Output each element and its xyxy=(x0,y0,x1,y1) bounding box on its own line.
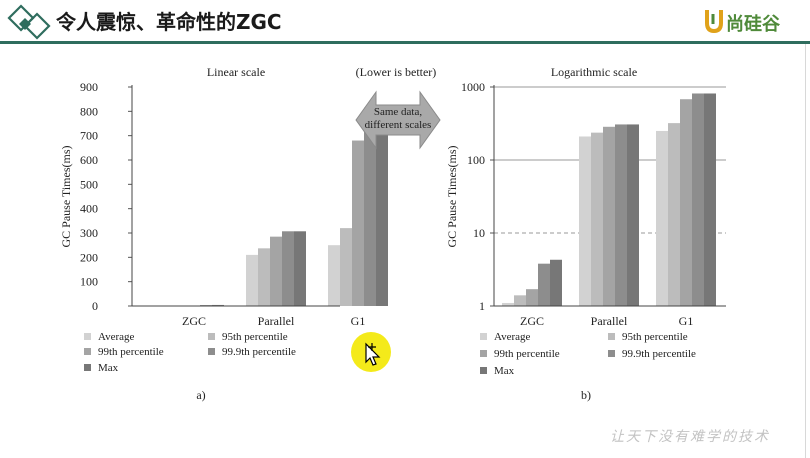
chart-2-bar-zgc-5 xyxy=(550,259,562,306)
chart-1-bar-g1-4 xyxy=(364,107,376,306)
chart-1-legend-label: 95th percentile xyxy=(222,331,288,343)
chart-1-y-tick-label: 600 xyxy=(80,153,98,167)
header-rule xyxy=(0,41,810,44)
chart-2-bar-zgc-1 xyxy=(502,302,514,306)
chart-2-bar-parallel-5 xyxy=(627,124,639,306)
chart-1-bar-parallel-2 xyxy=(258,248,270,306)
chart-2-bar-zgc-2 xyxy=(514,295,526,306)
chart-1-bar-g1-3 xyxy=(352,140,364,306)
chart-2-bar-parallel-2 xyxy=(591,132,603,306)
chart-2-y-tick-label: 10 xyxy=(473,226,485,240)
chart-1-y-axis-label: GC Pause Times(ms) xyxy=(59,145,73,247)
chart-1-x-tick-label: Parallel xyxy=(258,314,295,328)
chart-1-legend-label: Average xyxy=(98,331,135,343)
chart-2-legend-swatch xyxy=(480,350,487,357)
figure-svg: Linear scale GC Pause Times(ms) 0 100 200 300… xyxy=(59,65,726,402)
chart-1-y-tick-label: 300 xyxy=(80,226,98,240)
chart-1-bar-parallel-4 xyxy=(282,231,294,306)
chart-2-panel-label: b) xyxy=(581,388,591,402)
chart-2-x-tick-label: Parallel xyxy=(591,314,628,328)
chart-1-x-tick-label: G1 xyxy=(351,314,366,328)
move-cursor-icon xyxy=(365,342,381,366)
chart-1-x-tick-label: ZGC xyxy=(182,314,206,328)
chart-2-legend-swatch xyxy=(608,333,615,340)
chart-2-bar-zgc-3 xyxy=(526,289,538,306)
logo-text: 尚硅谷 xyxy=(726,14,780,35)
chart-2-legend-label: 95th percentile xyxy=(622,331,688,343)
chart-2-legend-label: Average xyxy=(494,331,531,343)
chart-2-y-axis-label: GC Pause Times(ms) xyxy=(445,145,459,247)
chart-1-bar-parallel-5 xyxy=(294,231,306,306)
chart-2-bar-g1-5 xyxy=(704,93,716,306)
chart-1-legend-label: Max xyxy=(98,362,119,374)
chart-1-legend-swatch xyxy=(84,333,91,340)
chart-1-y-tick-label: 900 xyxy=(80,80,98,94)
chart-2-bar-g1-2 xyxy=(668,123,680,306)
chart-1-title: Linear scale xyxy=(207,65,265,79)
u-brand-icon xyxy=(705,10,723,34)
chart-1-bar-g1-5 xyxy=(376,107,388,306)
chart-2-bar-g1-3 xyxy=(680,99,692,306)
chart-1-bar-g1-1 xyxy=(328,245,340,306)
chart-2-title: Logarithmic scale xyxy=(551,65,637,79)
slide-title: 令人震惊、革命性的ZGC xyxy=(56,10,282,34)
chart-2-x-tick-label: G1 xyxy=(679,314,694,328)
chart-2-bar-zgc-4 xyxy=(538,263,550,306)
chart-2-bar-g1-1 xyxy=(656,130,668,306)
chart-2-x-tick-label: ZGC xyxy=(520,314,544,328)
chart-2-legend-swatch xyxy=(608,350,615,357)
chart-1-legend-swatch xyxy=(208,333,215,340)
chart-1-legend-label: 99th percentile xyxy=(98,346,164,358)
chart-2-bar-parallel-4 xyxy=(615,124,627,306)
chart-2-y-tick-label: 1 xyxy=(479,299,485,313)
chart-1-y-tick-label: 800 xyxy=(80,104,98,118)
edge-line xyxy=(805,44,806,458)
chart-2-y-tick-label: 100 xyxy=(467,153,485,167)
brand-logo: 尚硅谷 xyxy=(704,8,800,36)
chart-1-bar-g1-2 xyxy=(340,228,352,306)
arrow-label-line2: different scales xyxy=(365,119,432,131)
chart-2-legend-swatch xyxy=(480,333,487,340)
chart-2-bar-g1-4 xyxy=(692,93,704,306)
footer-slogan: 让天下没有难学的技术 xyxy=(610,429,770,445)
chart-1-y-tick-label: 700 xyxy=(80,129,98,143)
lower-is-better-note: (Lower is better) xyxy=(356,65,437,79)
chart-1-bar-zgc-5 xyxy=(212,304,224,306)
chart-2-legend-swatch xyxy=(480,367,487,374)
chart-1-legend-swatch xyxy=(208,348,215,355)
chart-2-legend-label: Max xyxy=(494,365,515,377)
chart-2-legend-label: 99.9th percentile xyxy=(622,348,696,360)
chart-1-legend-swatch xyxy=(84,364,91,371)
chart-1-y-tick-label: 200 xyxy=(80,250,98,264)
chart-1-bar-parallel-3 xyxy=(270,236,282,306)
slide-header: 令人震惊、革命性的ZGC 尚硅谷 xyxy=(0,0,810,41)
figure-panel: Linear scale GC Pause Times(ms) 0 100 200 300… xyxy=(56,54,754,402)
chart-1-y-tick-label: 400 xyxy=(80,202,98,216)
diamond-logo-icon xyxy=(7,4,51,40)
chart-2-bar-parallel-3 xyxy=(603,126,615,306)
chart-2-legend-label: 99th percentile xyxy=(494,348,560,360)
chart-1-legend-swatch xyxy=(84,348,91,355)
chart-1-y-tick-label: 500 xyxy=(80,177,98,191)
chart-1-bar-parallel-1 xyxy=(246,254,258,306)
chart-1-y-tick-label: 0 xyxy=(92,299,98,313)
chart-2-y-tick-label: 1000 xyxy=(461,80,485,94)
chart-2-bar-parallel-1 xyxy=(579,136,591,306)
arrow-label-line1: Same data, xyxy=(374,106,423,118)
chart-1-panel-label: a) xyxy=(196,388,205,402)
double-arrow-icon xyxy=(355,90,441,150)
chart-1-legend-label: 99.9th percentile xyxy=(222,346,296,358)
chart-1-y-tick-label: 100 xyxy=(80,275,98,289)
